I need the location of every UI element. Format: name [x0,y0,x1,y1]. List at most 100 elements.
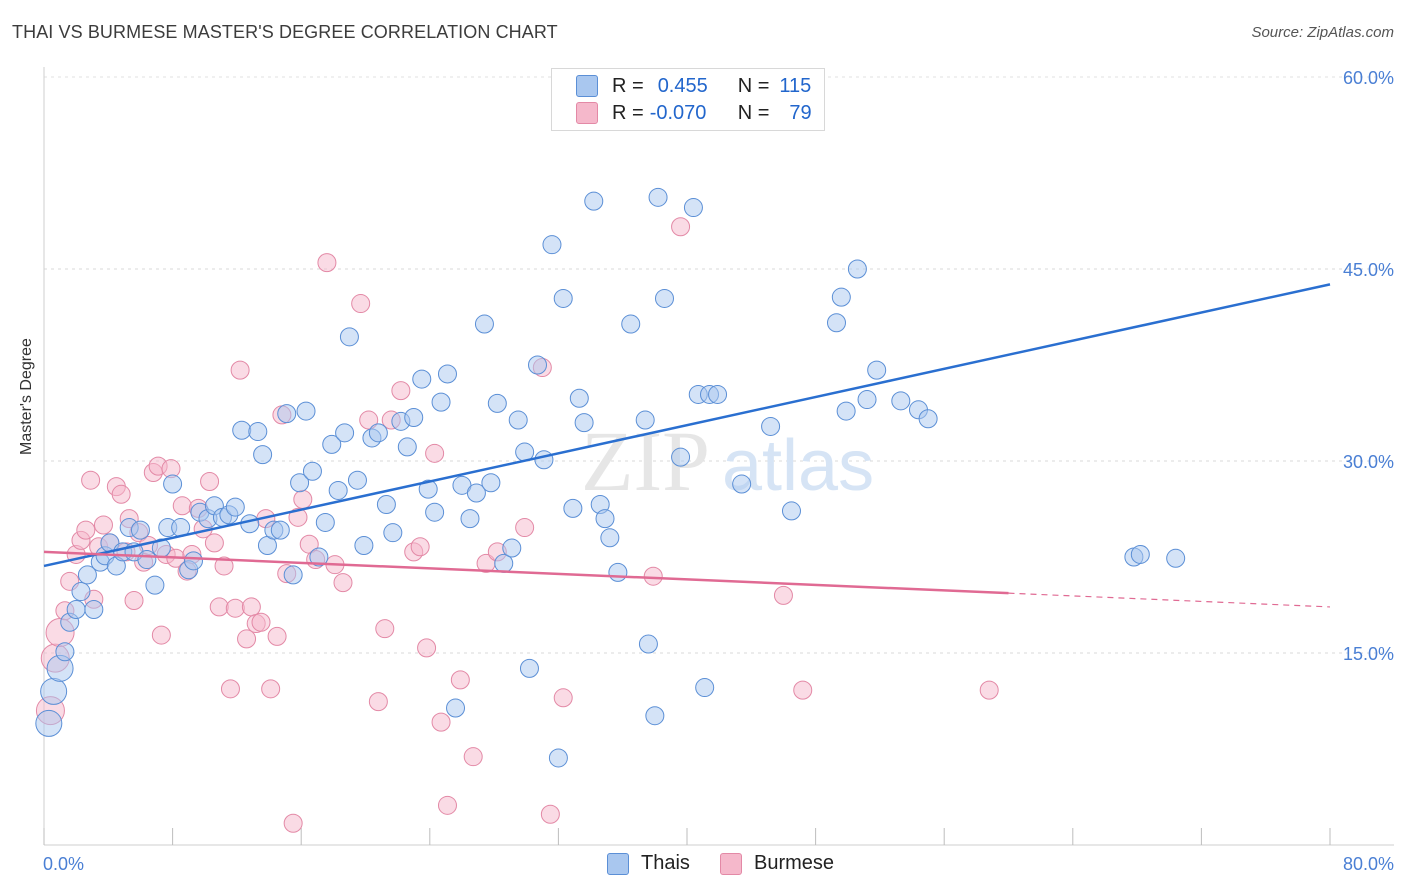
thais-point [253,445,273,465]
thais-point [412,369,432,389]
y-tick-label: 30.0% [1343,452,1394,472]
burmese-point [979,680,999,700]
thais-point [761,416,781,436]
legend-n-value: 79 [789,101,812,124]
burmese-point [237,629,257,649]
legend-row-thais: R = 0.455 N = 115 [576,74,811,98]
thais-point [847,259,867,279]
legend-n-label: N = [737,74,770,97]
thais-point [84,599,104,619]
thais-point [584,191,604,211]
burmese-point [417,638,437,658]
burmese-point [267,626,287,646]
thais-point [683,198,703,218]
thais-point [335,423,355,443]
thais-point [857,390,877,410]
thais-point [831,287,851,307]
thais-point [354,535,374,555]
burmese-point [351,294,371,314]
axes [43,67,1394,846]
legend-r-value: 0.455 [657,74,708,97]
thais-trend-line [43,283,1331,568]
thais-point [446,698,466,718]
burmese-point [553,688,573,708]
burmese-point [437,795,457,815]
bottom-legend-label-thais: Thais [641,852,690,874]
burmese-point [773,585,793,605]
burmese-point [209,597,229,617]
thais-point [163,474,183,494]
thais-point [431,392,451,412]
thais-point [347,470,367,490]
thais-point [671,447,691,467]
thais-point [836,401,856,421]
thais-point [397,437,417,457]
thais-point [481,473,501,493]
thais-point [183,551,203,571]
burmese-point [251,612,271,632]
burmese-point [643,566,663,586]
burmese-point [151,625,171,645]
burmese-point [81,470,101,490]
thais-point [460,509,480,529]
thais-point [270,520,290,540]
thais-point [502,538,522,558]
burmese-point [793,680,813,700]
trend-lines [43,283,1331,608]
thais-point [383,523,403,543]
thais-point [368,423,388,443]
thais-point [918,409,938,429]
y-tick-label: 60.0% [1343,68,1394,88]
burmese-point [124,591,144,611]
thais-point [645,706,665,726]
thais-point [328,480,348,500]
thais-point [40,677,68,705]
thais-point [302,461,322,481]
thais-point [71,582,91,602]
burmese-point [261,679,281,699]
bottom-legend-thais: Thais [607,852,690,875]
thais-point [635,410,655,430]
burmese-point [172,496,192,516]
thais-point [569,388,589,408]
thais-point [130,520,150,540]
burmese-point [76,520,96,540]
burmese-point [220,679,240,699]
burmese-trend-line [43,550,1009,595]
legend-r-label: R = [612,74,644,97]
thais-point [309,547,329,567]
thais-point [466,483,486,503]
thais-point [240,514,260,534]
thais-point [55,642,75,662]
thais-point [528,355,548,375]
thais-point [66,599,86,619]
x-tick-label: 0.0% [43,854,84,874]
thais-point [608,562,628,582]
thais-point [638,634,658,654]
watermark-atlas: atlas [722,426,874,506]
burmese-point [283,813,303,833]
thais-point [283,565,303,585]
burmese-point [431,712,451,732]
thais-point [225,497,245,517]
burmese-point [450,670,470,690]
thais-point [553,288,573,308]
burmese-point [230,360,250,380]
burmese-point [671,217,691,237]
thais-point [290,473,310,493]
thais-point [891,391,911,411]
burmese-point [391,381,411,401]
thais-point [534,450,554,470]
burmese-point [214,556,234,576]
thais-point [425,502,445,522]
thais-point [519,658,539,678]
thais-point [595,509,615,529]
thais-point [339,327,359,347]
thais-point [437,364,457,384]
legend-n-value: 115 [779,74,812,97]
thais-point [508,410,528,430]
thais-point [542,235,562,255]
bottom-legend-label-burmese: Burmese [754,852,835,874]
burmese-point [293,489,313,509]
